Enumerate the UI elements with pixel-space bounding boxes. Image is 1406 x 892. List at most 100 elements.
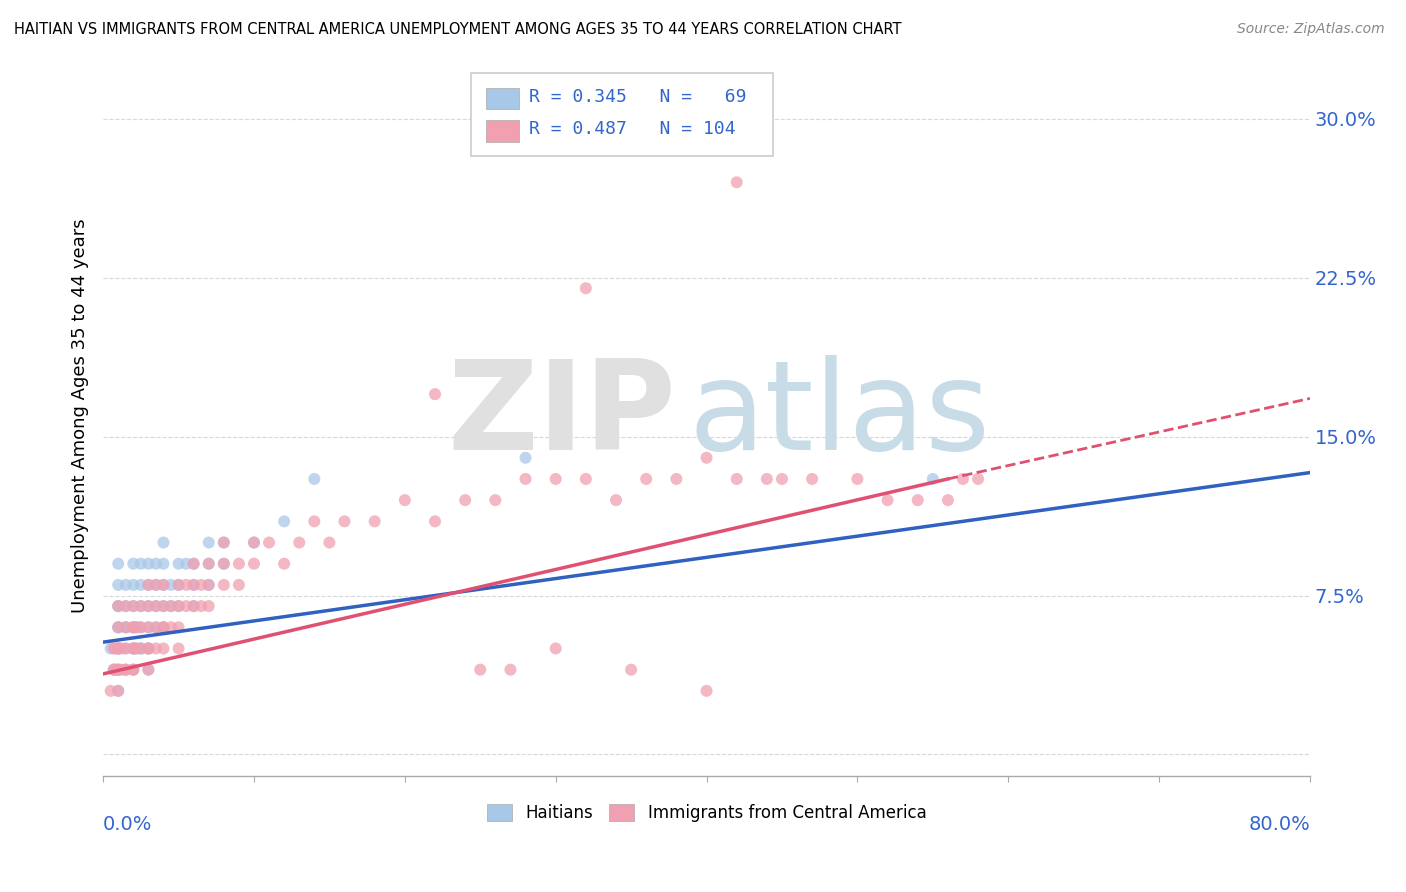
- Point: [122, 620, 145, 634]
- Point: [138, 663, 160, 677]
- Point: [152, 578, 174, 592]
- Point: [138, 641, 160, 656]
- Point: [138, 641, 160, 656]
- Point: [183, 557, 205, 571]
- Point: [423, 514, 446, 528]
- Point: [107, 663, 129, 677]
- Point: [394, 493, 416, 508]
- Point: [174, 599, 197, 613]
- Point: [138, 620, 160, 634]
- Point: [107, 599, 129, 613]
- Point: [936, 493, 959, 508]
- Point: [122, 641, 145, 656]
- Point: [755, 472, 778, 486]
- Point: [129, 641, 152, 656]
- Point: [167, 557, 190, 571]
- Point: [114, 620, 136, 634]
- Point: [145, 557, 167, 571]
- Point: [160, 599, 183, 613]
- Point: [125, 641, 148, 656]
- Point: [122, 641, 145, 656]
- Point: [470, 663, 492, 677]
- Point: [110, 663, 132, 677]
- Point: [145, 599, 167, 613]
- Point: [129, 578, 152, 592]
- Point: [122, 620, 145, 634]
- Point: [138, 641, 160, 656]
- Point: [288, 535, 311, 549]
- Point: [167, 599, 190, 613]
- Point: [107, 599, 129, 613]
- Point: [197, 599, 219, 613]
- Point: [110, 641, 132, 656]
- Point: [304, 514, 326, 528]
- Point: [122, 663, 145, 677]
- Point: [122, 578, 145, 592]
- Point: [100, 641, 122, 656]
- Point: [114, 578, 136, 592]
- Point: [725, 472, 748, 486]
- Point: [212, 578, 235, 592]
- Point: [967, 472, 990, 486]
- Point: [636, 472, 658, 486]
- Point: [145, 599, 167, 613]
- Point: [107, 663, 129, 677]
- Point: [122, 599, 145, 613]
- Point: [107, 684, 129, 698]
- Point: [107, 684, 129, 698]
- Point: [103, 663, 125, 677]
- Point: [167, 578, 190, 592]
- Point: [138, 663, 160, 677]
- Point: [515, 450, 537, 465]
- FancyBboxPatch shape: [485, 120, 519, 142]
- Point: [129, 620, 152, 634]
- Point: [544, 472, 567, 486]
- Point: [197, 578, 219, 592]
- Text: HAITIAN VS IMMIGRANTS FROM CENTRAL AMERICA UNEMPLOYMENT AMONG AGES 35 TO 44 YEAR: HAITIAN VS IMMIGRANTS FROM CENTRAL AMERI…: [14, 22, 901, 37]
- Point: [107, 620, 129, 634]
- Point: [114, 663, 136, 677]
- Point: [103, 663, 125, 677]
- Point: [138, 599, 160, 613]
- Point: [125, 620, 148, 634]
- Point: [907, 493, 929, 508]
- Point: [145, 578, 167, 592]
- Point: [575, 472, 598, 486]
- Point: [167, 599, 190, 613]
- Point: [129, 599, 152, 613]
- Text: Source: ZipAtlas.com: Source: ZipAtlas.com: [1237, 22, 1385, 37]
- Point: [107, 557, 129, 571]
- Point: [160, 599, 183, 613]
- Point: [665, 472, 688, 486]
- Point: [107, 620, 129, 634]
- Point: [122, 599, 145, 613]
- Point: [190, 578, 212, 592]
- Point: [125, 641, 148, 656]
- Point: [605, 493, 627, 508]
- Point: [129, 557, 152, 571]
- Point: [197, 578, 219, 592]
- Point: [114, 663, 136, 677]
- Point: [183, 578, 205, 592]
- Point: [107, 599, 129, 613]
- Text: ZIP: ZIP: [447, 355, 676, 475]
- Point: [145, 578, 167, 592]
- Point: [575, 281, 598, 295]
- Point: [125, 620, 148, 634]
- Point: [952, 472, 974, 486]
- Point: [129, 620, 152, 634]
- Point: [114, 620, 136, 634]
- Legend: Haitians, Immigrants from Central America: Haitians, Immigrants from Central Americ…: [479, 797, 934, 829]
- Point: [129, 641, 152, 656]
- Point: [145, 620, 167, 634]
- Point: [363, 514, 385, 528]
- Point: [122, 663, 145, 677]
- Point: [243, 535, 266, 549]
- Point: [197, 557, 219, 571]
- Point: [696, 684, 718, 698]
- Point: [620, 663, 643, 677]
- Point: [846, 472, 869, 486]
- Point: [107, 620, 129, 634]
- Point: [152, 620, 174, 634]
- Point: [152, 620, 174, 634]
